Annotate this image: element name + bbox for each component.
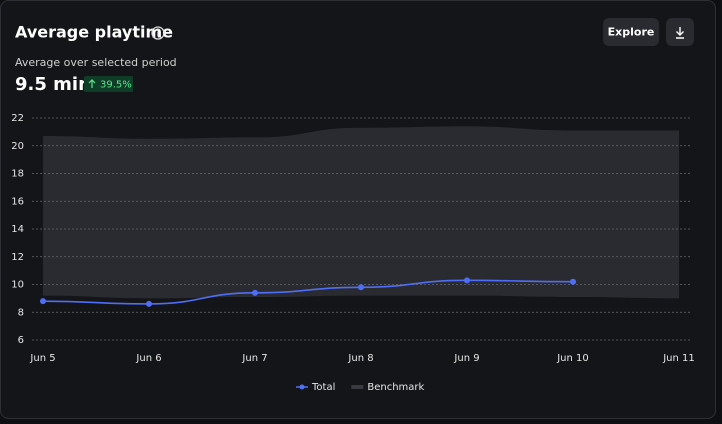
legend-swatch	[351, 385, 364, 389]
legend-label: Benchmark	[367, 382, 424, 393]
point	[146, 300, 152, 307]
x-tick-label: Jun 6	[135, 353, 161, 364]
up-arrow	[88, 79, 96, 88]
download-icon	[676, 27, 684, 39]
y-tick-label: 16	[11, 196, 24, 207]
y-tick-label: 22	[11, 113, 24, 124]
x-tick-label: Jun 5	[29, 353, 55, 364]
y-tick-label: 14	[11, 224, 24, 235]
legend-swatch-dot	[299, 384, 305, 390]
total-line	[42, 279, 574, 305]
point	[40, 298, 46, 305]
legend-label: Total	[311, 382, 335, 393]
summary-value: 9.5 min	[15, 74, 91, 95]
point	[358, 284, 364, 291]
point	[464, 277, 470, 284]
explore-label: Explore	[608, 26, 655, 39]
x-tick-label: Jun 10	[556, 353, 589, 364]
x-tick-label: Jun 7	[241, 353, 267, 364]
benchmark-band	[43, 126, 679, 299]
point	[570, 278, 576, 285]
point	[252, 289, 258, 296]
change: 39.5%	[100, 80, 132, 91]
y-tick-label: 6	[18, 335, 24, 346]
x-tick-label: Jun 11	[662, 353, 695, 364]
x-tick-label: Jun 8	[347, 353, 373, 364]
y-tick-label: 12	[11, 252, 24, 263]
x-tick-label: Jun 9	[453, 353, 479, 364]
subtitle: Average over selected period	[15, 56, 177, 69]
y-tick-label: 8	[18, 307, 24, 318]
chart-title: Average playtime	[15, 23, 173, 42]
y-tick-label: 18	[11, 169, 24, 180]
y-tick-label: 10	[11, 280, 24, 291]
info-icon[interactable]	[151, 26, 165, 40]
y-tick-label: 20	[11, 141, 24, 152]
explore-button[interactable]	[603, 18, 659, 46]
change-badge	[84, 76, 133, 92]
